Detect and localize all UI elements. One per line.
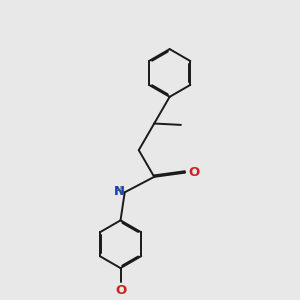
Text: O: O <box>188 166 200 179</box>
Text: O: O <box>115 284 126 297</box>
Text: H: H <box>114 185 122 198</box>
Text: N: N <box>114 185 125 198</box>
